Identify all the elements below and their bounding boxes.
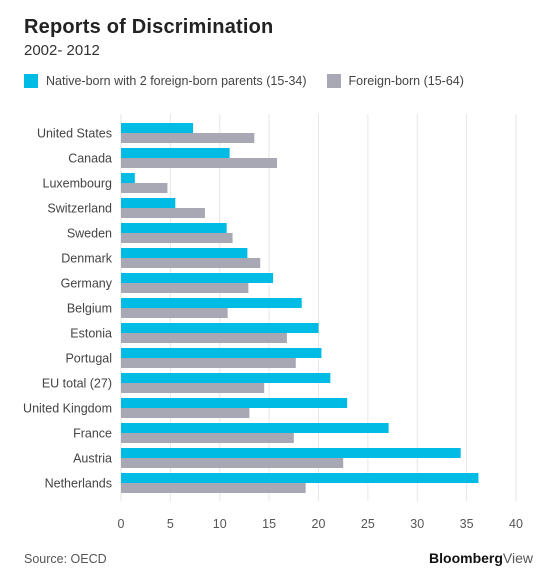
x-tick-label-0: 0: [118, 517, 125, 531]
category-label-9: Portugal: [65, 352, 112, 366]
source-note: Source: OECD: [24, 552, 107, 566]
bar-foreign-born-3: [121, 208, 205, 218]
category-label-3: Switzerland: [47, 202, 112, 216]
legend-label-foreign-born: Foreign-born (15-64): [348, 74, 464, 88]
bar-chart: 0 5 10 15 20 25 30 35 40 United States Canada Luxem…: [23, 114, 523, 531]
bar-native-born-7: [121, 298, 302, 308]
category-label-1: Canada: [68, 152, 112, 166]
bar-foreign-born-7: [121, 308, 228, 318]
category-label-6: Germany: [61, 277, 113, 291]
x-tick-label-3: 15: [262, 517, 276, 531]
category-label-11: United Kingdom: [23, 402, 112, 416]
legend-swatch-native-born: [24, 74, 38, 88]
x-tick-label-1: 5: [167, 517, 174, 531]
bar-foreign-born-6: [121, 283, 249, 293]
bar-foreign-born-12: [121, 433, 294, 443]
x-tick-label-6: 30: [410, 517, 424, 531]
category-label-4: Sweden: [67, 227, 112, 241]
x-tick-label-2: 10: [213, 517, 227, 531]
category-label-5: Denmark: [61, 252, 112, 266]
bar-foreign-born-11: [121, 408, 250, 418]
bar-native-born-3: [121, 198, 176, 208]
bar-native-born-10: [121, 373, 331, 383]
bar-foreign-born-14: [121, 483, 306, 493]
bar-native-born-2: [121, 173, 135, 183]
bar-foreign-born-13: [121, 458, 344, 468]
bar-foreign-born-8: [121, 333, 287, 343]
bar-foreign-born-10: [121, 383, 265, 393]
x-tick-label-5: 25: [361, 517, 375, 531]
chart-title: Reports of Discrimination: [24, 16, 274, 38]
legend: Native-born with 2 foreign-born parents …: [24, 73, 464, 89]
bar-native-born-13: [121, 448, 461, 458]
bar-foreign-born-1: [121, 158, 278, 168]
category-label-14: Netherlands: [45, 477, 112, 491]
category-label-12: France: [73, 427, 112, 441]
x-tick-label-7: 35: [460, 517, 474, 531]
bar-native-born-4: [121, 223, 227, 233]
bar-native-born-5: [121, 248, 248, 258]
bar-native-born-11: [121, 398, 348, 408]
chart-subtitle: 2002- 2012: [24, 42, 100, 59]
x-tick-label-4: 20: [312, 517, 326, 531]
category-label-0: United States: [37, 127, 112, 141]
legend-label-native-born: Native-born with 2 foreign-born parents …: [46, 74, 307, 88]
bar-foreign-born-9: [121, 358, 296, 368]
bar-native-born-14: [121, 473, 479, 483]
bar-native-born-0: [121, 123, 194, 133]
legend-item-foreign-born: Foreign-born (15-64): [326, 74, 464, 88]
category-label-10: EU total (27): [42, 377, 112, 391]
bar-foreign-born-0: [121, 133, 255, 143]
bar-foreign-born-5: [121, 258, 261, 268]
bar-foreign-born-4: [121, 233, 233, 243]
bar-native-born-8: [121, 323, 319, 333]
bar-native-born-12: [121, 423, 389, 433]
bar-native-born-9: [121, 348, 322, 358]
category-label-2: Luxembourg: [43, 177, 113, 191]
category-label-7: Belgium: [67, 302, 112, 316]
bar-foreign-born-2: [121, 183, 168, 193]
category-label-8: Estonia: [70, 327, 112, 341]
bar-native-born-1: [121, 148, 230, 158]
bar-native-born-6: [121, 273, 274, 283]
brand-logo-sub: View: [502, 550, 533, 566]
category-label-13: Austria: [73, 452, 112, 466]
legend-swatch-foreign-born: [326, 74, 341, 88]
brand-logo: BloombergView: [429, 550, 533, 566]
x-tick-label-8: 40: [509, 517, 523, 531]
legend-item-native-born: Native-born with 2 foreign-born parents …: [24, 74, 307, 88]
brand-logo-main: Bloomberg: [429, 550, 503, 566]
